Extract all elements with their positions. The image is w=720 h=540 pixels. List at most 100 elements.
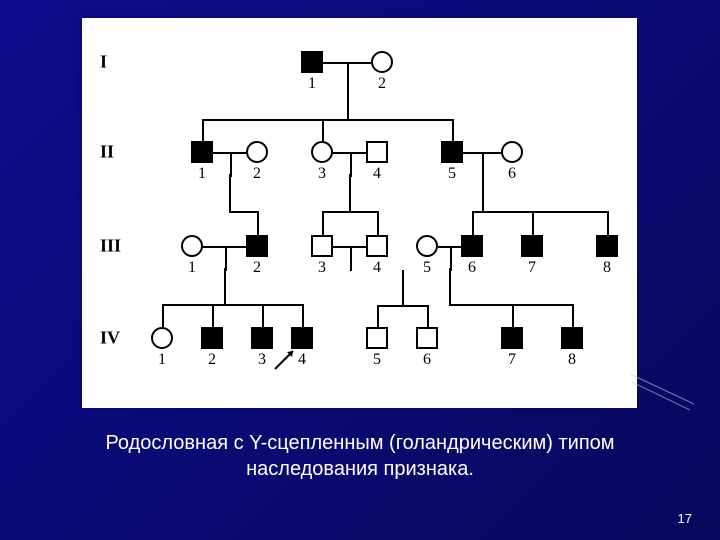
connector xyxy=(532,211,534,235)
connector xyxy=(229,188,231,211)
pedigree-panel: IIIIIIIV121234561234567812345678 xyxy=(82,18,637,408)
person-IV8 xyxy=(561,327,583,349)
connector xyxy=(449,282,451,304)
connector xyxy=(224,268,226,282)
person-III8 xyxy=(596,235,618,257)
connector xyxy=(224,282,226,304)
connector xyxy=(349,188,351,211)
connector xyxy=(302,304,304,327)
person-IV6 xyxy=(416,327,438,349)
person-III5 xyxy=(416,235,438,257)
person-num-IV7: 7 xyxy=(508,351,516,369)
connector xyxy=(472,211,474,235)
person-II2 xyxy=(246,141,268,163)
person-II6 xyxy=(501,141,523,163)
connector xyxy=(349,174,351,188)
connector xyxy=(347,84,349,98)
connector xyxy=(322,211,377,213)
person-III6 xyxy=(461,235,483,257)
person-num-IV4: 4 xyxy=(298,351,306,369)
person-num-II1: 1 xyxy=(198,165,206,183)
person-IV2 xyxy=(201,327,223,349)
connector xyxy=(377,305,427,307)
connector xyxy=(482,174,484,188)
person-num-III3: 3 xyxy=(318,259,326,277)
connector xyxy=(449,268,451,282)
person-num-II4: 4 xyxy=(373,165,381,183)
connector xyxy=(257,211,259,235)
connector xyxy=(472,211,607,213)
person-IV1 xyxy=(151,327,173,349)
proband-arrow-icon xyxy=(273,345,299,371)
gen-label-II: II xyxy=(100,142,114,163)
connector xyxy=(229,174,231,188)
person-num-III7: 7 xyxy=(528,259,536,277)
gen-label-I: I xyxy=(100,52,107,73)
person-I1 xyxy=(301,51,323,73)
person-IV7 xyxy=(501,327,523,349)
connector xyxy=(229,211,257,213)
gen-label-IV: IV xyxy=(100,328,120,349)
person-IV5 xyxy=(366,327,388,349)
gen-label-III: III xyxy=(100,236,121,257)
person-I2 xyxy=(371,51,393,73)
connector xyxy=(449,304,512,306)
person-III3 xyxy=(311,235,333,257)
connector xyxy=(427,305,429,327)
connector xyxy=(212,304,214,327)
person-num-III5: 5 xyxy=(423,259,431,277)
connector xyxy=(402,284,404,305)
connector xyxy=(512,304,572,306)
person-num-III2: 2 xyxy=(253,259,261,277)
person-II3 xyxy=(311,141,333,163)
person-II5 xyxy=(441,141,463,163)
caption: Родословная с Y-сцепленным (голандрическ… xyxy=(0,430,720,482)
person-III7 xyxy=(521,235,543,257)
person-num-III4: 4 xyxy=(373,259,381,277)
connector xyxy=(452,119,454,141)
person-III4 xyxy=(366,235,388,257)
connector xyxy=(402,270,404,284)
person-num-IV2: 2 xyxy=(208,351,216,369)
connector xyxy=(572,304,574,327)
connector xyxy=(262,304,264,327)
caption-line2: наследования признака. xyxy=(246,458,474,480)
person-num-I2: 2 xyxy=(378,75,386,93)
connector xyxy=(512,304,514,327)
person-num-IV5: 5 xyxy=(373,351,381,369)
pedigree-diagram: IIIIIIIV121234561234567812345678 xyxy=(82,18,637,408)
slide-root: IIIIIIIV121234561234567812345678 Родосло… xyxy=(0,0,720,540)
person-num-IV3: 3 xyxy=(258,351,266,369)
person-num-III8: 8 xyxy=(603,259,611,277)
person-num-I1: 1 xyxy=(308,75,316,93)
connector xyxy=(377,305,379,327)
connector xyxy=(162,304,302,306)
person-num-III6: 6 xyxy=(468,259,476,277)
page-number: 17 xyxy=(678,511,692,526)
connector xyxy=(322,119,324,141)
connector xyxy=(162,304,164,327)
caption-line1: Родословная с Y-сцепленным (голандрическ… xyxy=(105,432,614,454)
connector xyxy=(350,247,352,271)
connector xyxy=(347,98,349,119)
connector xyxy=(482,188,484,211)
person-num-IV8: 8 xyxy=(568,351,576,369)
person-num-IV6: 6 xyxy=(423,351,431,369)
connector xyxy=(202,119,452,121)
person-num-II6: 6 xyxy=(508,165,516,183)
person-III2 xyxy=(246,235,268,257)
person-num-II2: 2 xyxy=(253,165,261,183)
connector xyxy=(377,211,379,235)
person-num-IV1: 1 xyxy=(158,351,166,369)
person-II1 xyxy=(191,141,213,163)
connector xyxy=(607,211,609,235)
connector xyxy=(322,211,324,235)
person-num-II3: 3 xyxy=(318,165,326,183)
person-num-III1: 1 xyxy=(188,259,196,277)
connector xyxy=(202,119,204,141)
person-IV3 xyxy=(251,327,273,349)
person-num-II5: 5 xyxy=(448,165,456,183)
person-II4 xyxy=(366,141,388,163)
person-III1 xyxy=(181,235,203,257)
decor-swoosh xyxy=(628,372,698,412)
